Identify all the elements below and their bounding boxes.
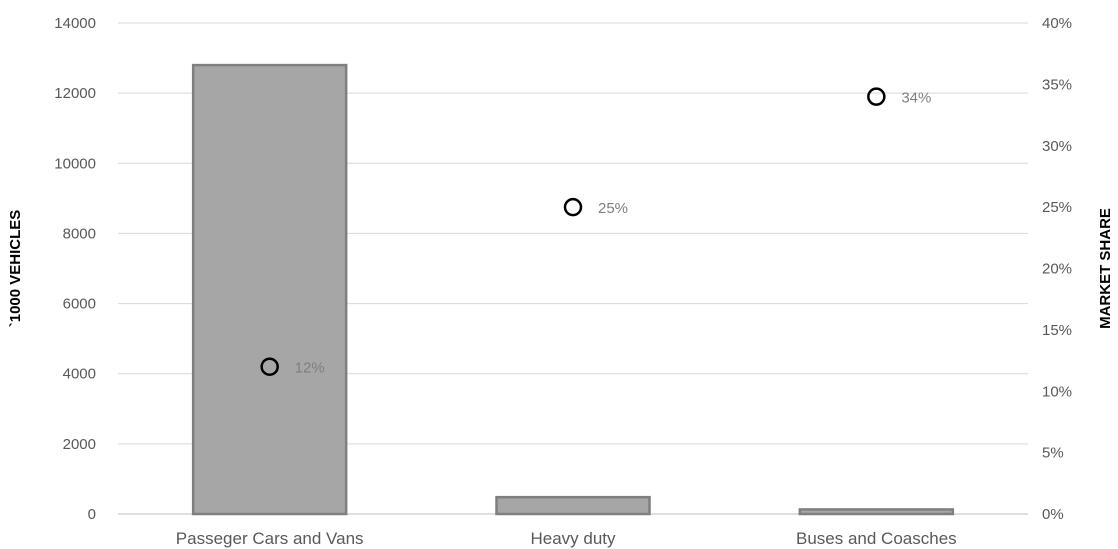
right-tick-label: 30% [1042,138,1072,155]
category-label: Heavy duty [530,529,616,548]
right-tick-label: 35% [1042,76,1072,93]
market-share-series: 12% 25% 34% [260,87,931,377]
left-tick-label: 10000 [54,155,96,172]
category-label: Buses and Coasches [796,529,957,548]
market-share-point [563,197,583,217]
category-label: Passeger Cars and Vans [176,529,364,548]
bar-series [191,63,955,516]
left-tick-label: 12000 [54,85,96,102]
right-tick-label: 25% [1042,199,1072,216]
market-share-point [260,357,279,376]
left-tick-label: 4000 [63,366,96,383]
left-axis-ticks: 0 2000 4000 6000 8000 10000 12000 14000 [54,15,96,523]
left-tick-label: 8000 [63,225,96,242]
bar [495,495,651,516]
right-tick-label: 5% [1042,445,1064,462]
left-tick-label: 2000 [63,436,96,453]
right-axis-ticks: 0% 5% 10% 15% 20% 25% 30% 35% 40% [1042,15,1072,523]
market-share-label: 12% [295,360,325,377]
right-tick-label: 15% [1042,322,1072,339]
right-axis-title: MARKET SHARE [1097,208,1114,329]
right-tick-label: 40% [1042,15,1072,32]
left-axis-title: `1000 VEHICLES [7,210,24,328]
left-tick-label: 6000 [63,296,96,313]
market-share-label: 34% [901,90,931,107]
right-tick-label: 20% [1042,261,1072,278]
market-share-label: 25% [598,200,628,217]
bar [798,508,955,516]
x-axis-labels: Passeger Cars and Vans Heavy duty Buses an… [176,529,957,548]
left-tick-label: 0 [88,506,96,523]
bar [191,63,348,516]
right-tick-label: 0% [1042,506,1064,523]
market-share-point [867,87,886,106]
right-tick-label: 10% [1042,383,1072,400]
left-tick-label: 14000 [54,15,96,32]
